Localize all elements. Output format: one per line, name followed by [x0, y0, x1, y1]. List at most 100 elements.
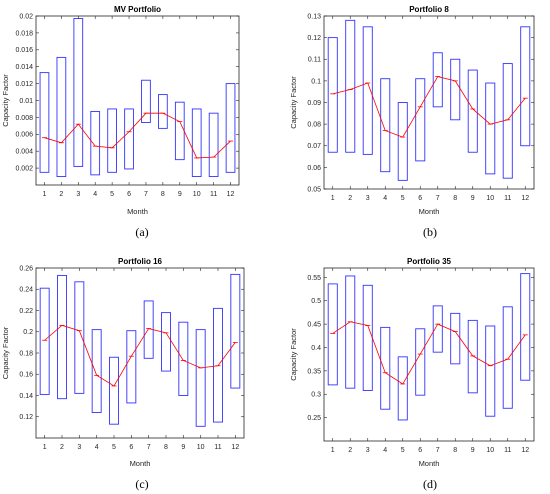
chart-panel-a: 0.002 0.004 0.006 0.008 0.01 0.012 0.014 0.016 0…: [1, 5, 240, 239]
x-tick-label: 5: [110, 191, 114, 198]
x-tick-label: 9: [471, 195, 475, 202]
y-tick-label: 0.07: [307, 143, 321, 150]
y-tick-label: 0.01: [19, 98, 33, 105]
y-tick-label: 0.06: [307, 165, 321, 172]
x-tick-label: 1: [43, 191, 47, 198]
box: [397, 356, 408, 421]
plot-frame: [35, 15, 240, 186]
x-tick-label: 1: [331, 195, 335, 202]
box: [107, 108, 117, 173]
y-tick-label: 0.45: [307, 322, 321, 329]
x-tick-label: 12: [227, 191, 235, 198]
x-tick-label: 7: [436, 195, 440, 202]
x-tick-label: 5: [401, 447, 405, 454]
box: [161, 312, 171, 372]
box: [415, 328, 426, 396]
panel-caption: (b): [423, 225, 437, 239]
box: [327, 283, 338, 386]
x-tick-label: 2: [59, 191, 63, 198]
y-tick-label: 0.014: [15, 64, 33, 71]
box: [450, 58, 461, 121]
y-tick-label: 0.006: [15, 132, 33, 139]
x-axis-label: Month: [419, 207, 440, 216]
y-tick-label: 0.02: [19, 13, 33, 20]
box: [56, 56, 67, 177]
y-tick-label: 0.016: [15, 47, 33, 54]
box: [208, 112, 219, 178]
x-tick-label: 5: [401, 195, 405, 202]
x-tick-label: 12: [231, 444, 239, 451]
box: [362, 284, 373, 391]
box: [432, 305, 443, 353]
box: [74, 281, 85, 394]
x-tick-label: 3: [77, 444, 81, 451]
y-tick-label: 0.012: [15, 81, 33, 88]
x-tick-label: 9: [178, 191, 182, 198]
y-tick-label: 0.05: [307, 186, 321, 193]
box: [39, 72, 50, 173]
y-tick-label: 0.018: [15, 30, 33, 37]
box: [485, 325, 496, 417]
panel-caption: (d): [423, 477, 437, 491]
chart-title: MV Portfolio: [114, 5, 161, 14]
x-tick-label: 5: [112, 444, 116, 451]
x-tick-label: 1: [43, 444, 47, 451]
x-tick-label: 4: [95, 444, 99, 451]
x-tick-label: 11: [504, 447, 511, 454]
x-tick-label: 11: [210, 191, 217, 198]
x-tick-label: 8: [161, 191, 165, 198]
x-tick-label: 11: [504, 195, 511, 202]
x-tick-label: 8: [453, 447, 457, 454]
box: [380, 78, 391, 173]
box: [520, 273, 531, 381]
box: [520, 26, 531, 147]
x-tick-label: 6: [127, 191, 131, 198]
panel-caption: (a): [135, 225, 148, 239]
chart-panel-b: 0.050.060.070.080.090.10.110.120.131 2 3 4 5…: [289, 5, 535, 239]
box: [126, 330, 137, 404]
y-tick-label: 0.002: [15, 166, 33, 173]
plot-frame: [35, 267, 245, 439]
y-tick-label: 0.008: [15, 115, 33, 122]
x-tick-label: 8: [453, 195, 457, 202]
x-tick-label: 11: [214, 444, 221, 451]
x-tick-label: 8: [164, 444, 168, 451]
x-tick-label: 7: [436, 447, 440, 454]
y-tick-label: 0.13: [307, 13, 321, 20]
box: [109, 356, 119, 425]
y-tick-label: 0.5: [311, 298, 321, 305]
chart-title: Portfolio 35: [407, 257, 452, 266]
y-axis-label: Capacity Factor: [289, 328, 298, 381]
box: [467, 69, 478, 153]
x-tick-label: 4: [383, 195, 387, 202]
y-axis-label: Capacity Factor: [1, 326, 10, 379]
panel-caption: (c): [135, 477, 148, 491]
y-axis-label: Capacity Factor: [289, 76, 298, 129]
y-tick-label: 0.25: [307, 415, 321, 422]
y-tick-label: 0.26: [19, 265, 33, 272]
box: [141, 79, 151, 123]
y-tick-label: 0.08: [307, 122, 321, 129]
y-tick-label: 0.09: [307, 100, 321, 107]
box: [502, 306, 513, 409]
y-tick-label: 0.11: [308, 57, 321, 64]
x-tick-label: 2: [348, 195, 352, 202]
x-tick-label: 3: [366, 195, 370, 202]
x-tick-label: 2: [348, 447, 352, 454]
box: [178, 321, 189, 396]
box: [327, 37, 338, 153]
y-axis-label: Capacity Factor: [1, 74, 10, 127]
x-tick-label: 3: [366, 447, 370, 454]
box: [432, 52, 443, 108]
y-tick-label: 0.1: [311, 78, 321, 85]
x-tick-label: 10: [486, 195, 494, 202]
x-tick-label: 10: [197, 444, 205, 451]
box: [225, 83, 236, 173]
box: [73, 18, 84, 167]
plot-frame: [323, 15, 535, 190]
box: [57, 274, 67, 400]
chart-title: Portfolio 8: [409, 5, 449, 14]
x-tick-label: 7: [144, 191, 148, 198]
x-tick-label: 10: [193, 191, 201, 198]
